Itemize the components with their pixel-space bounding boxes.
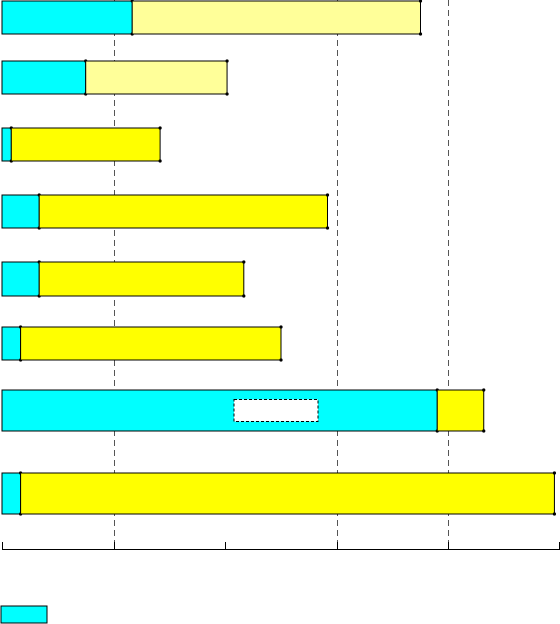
legend-swatch-0 [0,605,48,624]
bar-2-segment-1-end-bottom [158,159,162,163]
bar-4-segment-1-end-bottom [242,294,246,298]
bar-2-segment-1 [10,127,161,162]
bar-0-segment-0 [1,0,133,35]
bar-6-segment-1-end-bottom [482,429,486,433]
bar-2-segment-1-end-top [158,126,162,130]
bar-3-segment-1-end-bottom [325,226,330,230]
bar-3 [1,193,330,230]
bar-7-segment-1-end-top [552,471,557,475]
bar-6-segment-1 [436,389,485,432]
bar-1-segment-1-end-top [225,59,229,63]
bar-1-segment-0 [1,60,87,95]
bar-2 [1,126,162,163]
bar-0-segment-1-end-bottom [418,32,423,36]
bar-4 [1,260,246,298]
bar-3-segment-1 [38,194,328,229]
bar-6 [1,388,486,433]
legend [0,605,48,624]
bar-3-segment-1-end-top [325,193,330,197]
bar-4-segment-0 [1,261,40,297]
bar-5 [1,325,283,362]
bar-0-segment-1 [131,0,421,35]
bar-2-segment-0 [1,127,12,162]
bar-5-segment-1-end-top [279,325,283,329]
x-axis [2,542,560,550]
bars [1,0,557,516]
bar-5-segment-1-end-bottom [279,358,283,362]
bar-0 [1,0,423,36]
bar-7-segment-1-end-bottom [552,512,557,516]
bar-1-segment-1 [85,60,228,95]
bar-7-segment-0 [1,472,22,515]
bar-5-segment-1 [20,326,282,361]
bar-4-segment-1-end-top [242,260,246,264]
annotation-box [233,399,319,422]
bar-1 [1,59,229,96]
bar-1-segment-1-end-bottom [225,92,229,96]
bar-6-segment-0 [1,389,438,432]
bar-4-segment-1 [38,261,245,297]
bar-7 [1,471,557,516]
bar-3-segment-0 [1,194,40,229]
bar-6-segment-1-end-top [482,388,486,392]
bar-5-segment-0 [1,326,22,361]
bar-7-segment-1 [20,472,555,515]
bar-0-segment-1-end-top [418,0,423,3]
